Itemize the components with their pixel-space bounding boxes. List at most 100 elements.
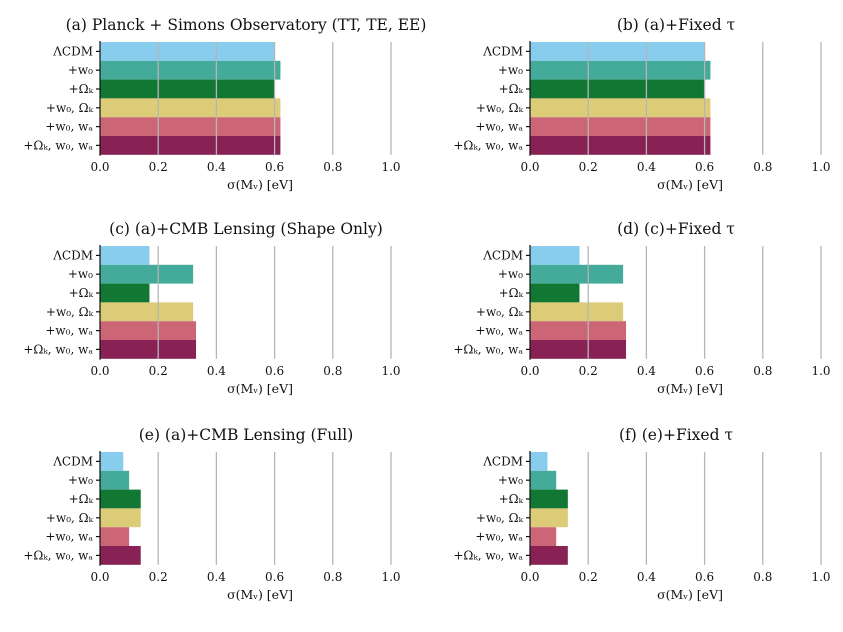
x-tick-label: 0.2 bbox=[579, 364, 598, 378]
bar-3 bbox=[100, 283, 150, 303]
x-axis-label: σ(Mᵥ) [eV] bbox=[657, 381, 723, 396]
x-tick-label: 1.0 bbox=[811, 570, 830, 584]
x-tick-label: 0.8 bbox=[753, 160, 772, 174]
category-label: +w₀ bbox=[68, 267, 93, 281]
x-tick-label: 0.6 bbox=[265, 364, 284, 378]
bar-3 bbox=[100, 79, 275, 99]
bar-1 bbox=[100, 42, 275, 61]
x-tick-label: 0.0 bbox=[90, 570, 109, 584]
category-label: +w₀, Ωₖ bbox=[46, 305, 94, 319]
x-tick-label: 1.0 bbox=[381, 570, 400, 584]
category-label: ΛCDM bbox=[482, 248, 523, 262]
category-label: +w₀ bbox=[498, 267, 523, 281]
x-tick-label: 0.4 bbox=[637, 570, 656, 584]
x-tick-label: 0.8 bbox=[323, 160, 342, 174]
bar-5 bbox=[530, 117, 711, 136]
category-label: +Ωₖ bbox=[69, 492, 94, 506]
x-tick-label: 0.2 bbox=[149, 570, 168, 584]
x-tick-label: 0.0 bbox=[90, 160, 109, 174]
category-label: +w₀ bbox=[68, 63, 93, 77]
category-label: +w₀, Ωₖ bbox=[46, 101, 94, 115]
category-label: +Ωₖ, w₀, wₐ bbox=[453, 342, 523, 356]
bar-6 bbox=[100, 136, 281, 155]
bar-5 bbox=[530, 527, 557, 546]
x-tick-label: 0.4 bbox=[207, 364, 226, 378]
category-label: +Ωₖ bbox=[499, 82, 524, 96]
category-label: +Ωₖ, w₀, wₐ bbox=[453, 548, 523, 562]
bar-4 bbox=[100, 508, 141, 528]
x-tick-label: 0.6 bbox=[695, 570, 714, 584]
category-label: +w₀ bbox=[498, 63, 523, 77]
category-label: ΛCDM bbox=[52, 44, 93, 58]
bar-2 bbox=[100, 470, 130, 490]
bar-4 bbox=[100, 302, 194, 322]
x-tick-label: 0.6 bbox=[695, 364, 714, 378]
category-label: +w₀, wₐ bbox=[45, 324, 93, 338]
x-axis-label: σ(Mᵥ) [eV] bbox=[657, 587, 723, 602]
bar-6 bbox=[530, 136, 711, 155]
x-tick-label: 0.0 bbox=[520, 160, 539, 174]
category-label: +w₀, wₐ bbox=[475, 530, 523, 544]
bar-5 bbox=[100, 117, 281, 136]
bar-1 bbox=[530, 452, 548, 471]
category-label: +Ωₖ, w₀, wₐ bbox=[23, 138, 93, 152]
x-tick-label: 0.0 bbox=[520, 364, 539, 378]
category-label: +Ωₖ bbox=[499, 492, 524, 506]
x-tick-label: 0.8 bbox=[753, 364, 772, 378]
x-tick-label: 0.2 bbox=[579, 570, 598, 584]
x-tick-label: 0.8 bbox=[323, 364, 342, 378]
x-tick-label: 0.2 bbox=[149, 160, 168, 174]
bar-6 bbox=[100, 546, 141, 565]
category-label: ΛCDM bbox=[482, 454, 523, 468]
bar-1 bbox=[530, 246, 580, 265]
bar-2 bbox=[100, 264, 194, 284]
x-tick-label: 1.0 bbox=[381, 364, 400, 378]
chart-title: (c) (a)+CMB Lensing (Shape Only) bbox=[109, 220, 383, 238]
category-label: +Ωₖ, w₀, wₐ bbox=[23, 342, 93, 356]
bar-4 bbox=[530, 508, 568, 528]
x-tick-label: 1.0 bbox=[381, 160, 400, 174]
bar-2 bbox=[530, 470, 557, 490]
category-label: +w₀, Ωₖ bbox=[476, 101, 524, 115]
bar-2 bbox=[100, 60, 281, 80]
bar-1 bbox=[100, 452, 124, 471]
category-label: +Ωₖ, w₀, wₐ bbox=[23, 548, 93, 562]
x-tick-label: 1.0 bbox=[811, 364, 830, 378]
category-label: +w₀, wₐ bbox=[475, 120, 523, 134]
chart-title: (b) (a)+Fixed τ bbox=[617, 16, 735, 34]
bar-3 bbox=[530, 283, 580, 303]
x-axis-label: σ(Mᵥ) [eV] bbox=[227, 587, 293, 602]
chart-title: (d) (c)+Fixed τ bbox=[617, 220, 735, 238]
category-label: +w₀ bbox=[498, 473, 523, 487]
x-tick-label: 0.6 bbox=[695, 160, 714, 174]
bar-4 bbox=[530, 302, 624, 322]
category-label: +Ωₖ bbox=[69, 82, 94, 96]
x-tick-label: 0.8 bbox=[323, 570, 342, 584]
x-axis-label: σ(Mᵥ) [eV] bbox=[227, 381, 293, 396]
bar-4 bbox=[100, 98, 281, 118]
x-axis-label: σ(Mᵥ) [eV] bbox=[657, 177, 723, 192]
category-label: +w₀, wₐ bbox=[475, 324, 523, 338]
x-tick-label: 0.8 bbox=[753, 570, 772, 584]
category-label: +w₀, wₐ bbox=[45, 120, 93, 134]
bar-4 bbox=[530, 98, 711, 118]
x-tick-label: 0.6 bbox=[265, 570, 284, 584]
x-tick-label: 0.2 bbox=[579, 160, 598, 174]
category-label: +w₀, Ωₖ bbox=[46, 511, 94, 525]
bar-3 bbox=[530, 489, 568, 509]
x-tick-label: 0.4 bbox=[207, 570, 226, 584]
category-label: +Ωₖ, w₀, wₐ bbox=[453, 138, 523, 152]
bar-3 bbox=[530, 79, 705, 99]
chart-title: (e) (a)+CMB Lensing (Full) bbox=[139, 426, 354, 444]
bar-5 bbox=[100, 321, 197, 340]
bar-5 bbox=[530, 321, 627, 340]
x-tick-label: 0.4 bbox=[637, 160, 656, 174]
category-label: +Ωₖ bbox=[499, 286, 524, 300]
chart-title: (a) Planck + Simons Observatory (TT, TE,… bbox=[66, 16, 427, 34]
bar-1 bbox=[100, 246, 150, 265]
category-label: ΛCDM bbox=[482, 44, 523, 58]
bar-6 bbox=[530, 546, 568, 565]
x-tick-label: 0.4 bbox=[207, 160, 226, 174]
category-label: +w₀ bbox=[68, 473, 93, 487]
